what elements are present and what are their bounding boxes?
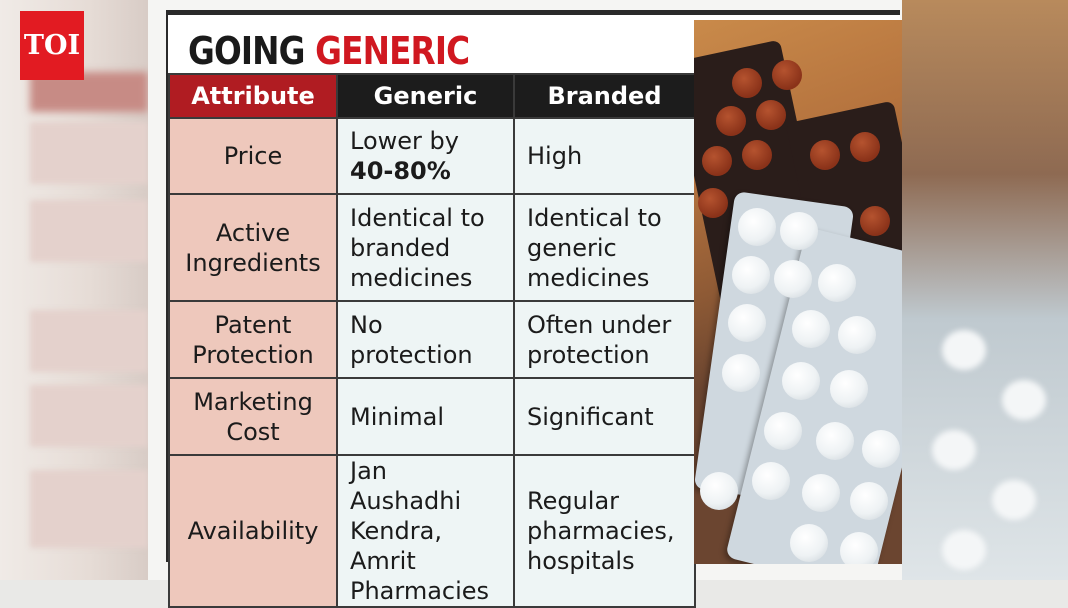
header-attribute: Attribute [168,73,338,119]
blurred-row [30,310,148,372]
row-attribute: Active Ingredients [168,193,338,302]
white-tablet [782,362,820,400]
white-tablet [838,316,876,354]
brown-tablet [698,188,728,218]
row-attribute: Marketing Cost [168,377,338,456]
title-part-2: GENERIC [315,29,470,73]
white-tablet [764,412,802,450]
white-tablet [792,310,830,348]
white-tablet [752,462,790,500]
white-tablet [840,532,878,564]
blurred-row [30,385,148,447]
brown-tablet [716,106,746,136]
row-branded: Often under protection [513,300,696,379]
blurred-row [30,470,148,548]
row-branded: Identical to generic medicines [513,193,696,302]
row-attribute: Availability [168,454,338,608]
row-generic: Minimal [336,377,515,456]
row-generic: Jan Aushadhi Kendra, Amrit Pharmacies [336,454,515,608]
white-tablet [780,212,818,250]
comparison-table: Attribute Generic Branded Price Lower by… [168,73,696,608]
white-tablet [728,304,766,342]
brown-tablet [772,60,802,90]
white-tablet [816,422,854,460]
white-tablet [774,260,812,298]
white-tablet [700,472,738,510]
infographic: GOING GENERIC Attribute Generic Branded … [148,0,902,608]
row-branded: Significant [513,377,696,456]
white-tablet [732,256,770,294]
price-prefix: Lower by [350,127,459,155]
blurred-row [30,200,148,262]
white-tablet [790,524,828,562]
blurred-pill [1002,380,1046,420]
infographic-frame: GOING GENERIC Attribute Generic Branded … [166,10,902,608]
row-branded: Regular pharmacies, hospitals [513,454,696,608]
price-discount: 40-80% [350,157,451,185]
white-tablet [738,208,776,246]
table-row: Marketing Cost Minimal Significant [168,377,696,456]
brown-tablet [860,206,890,236]
blurred-pill [992,480,1036,520]
white-tablet [830,370,868,408]
header-branded: Branded [513,73,696,119]
blurred-pill [942,330,986,370]
blurred-row [30,122,148,184]
blurred-backdrop-right [902,0,1068,580]
white-tablet [722,354,760,392]
row-attribute: Patent Protection [168,300,338,379]
toi-logo[interactable]: TOI [20,11,84,80]
brown-tablet [702,146,732,176]
table-row: Price Lower by 40-80% High [168,117,696,195]
white-tablet [802,474,840,512]
row-branded: High [513,117,696,195]
logo-text: TOI [23,30,81,61]
white-tablet [818,264,856,302]
brown-tablet [742,140,772,170]
title-part-1: GOING [188,29,306,73]
brown-tablet [732,68,762,98]
table-row: Active Ingredients Identical to branded … [168,193,696,302]
table-row: Availability Jan Aushadhi Kendra, Amrit … [168,454,696,608]
table-header-row: Attribute Generic Branded [168,73,696,119]
table-row: Patent Protection No protection Often un… [168,300,696,379]
white-tablet [850,482,888,520]
tablets-photo [694,20,902,564]
blurred-backdrop-left [0,0,148,580]
brown-tablet [810,140,840,170]
blurred-pill [942,530,986,570]
header-generic: Generic [336,73,515,119]
blurred-pill [932,430,976,470]
brown-tablet [756,100,786,130]
infographic-title: GOING GENERIC [188,29,470,81]
brown-tablet [850,132,880,162]
row-generic: Identical to branded medicines [336,193,515,302]
row-generic: No protection [336,300,515,379]
row-attribute: Price [168,117,338,195]
row-generic: Lower by 40-80% [336,117,515,195]
white-tablet [862,430,900,468]
